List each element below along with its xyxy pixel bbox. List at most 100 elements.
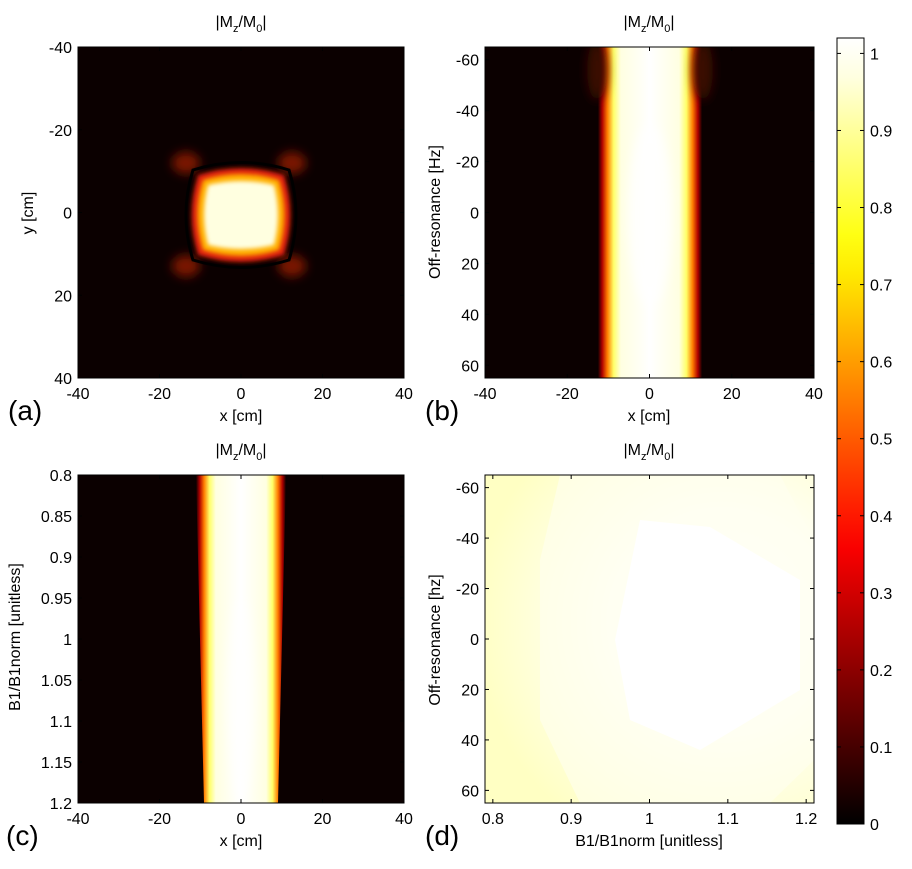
panel-d-title-text: |Mz/M0|	[623, 442, 674, 463]
title-part: z	[233, 451, 239, 463]
y-tick-label: 1.1	[50, 714, 72, 731]
title-part: z	[641, 23, 647, 35]
colorbar-tick-label: 0.3	[870, 586, 892, 603]
colorbar-tick-label: 0.5	[870, 432, 892, 449]
panel-b-ylabel: Off-resonance [Hz]	[427, 145, 444, 279]
panel-c-ylabel: B1/B1norm [unitless]	[7, 563, 24, 711]
glow-lobe-tr	[278, 152, 306, 174]
y-tick-label: 1.2	[50, 796, 72, 813]
x-tick-label: 0	[237, 386, 246, 403]
x-tick-label: 1	[645, 811, 654, 828]
panel-c-label: (c)	[6, 820, 39, 851]
colorbar-tick-label: 0.1	[870, 740, 892, 757]
panel-a-title-text: |Mz/M0|	[215, 14, 266, 35]
panel-b-top-glow-right	[693, 47, 713, 100]
x-tick-label: -40	[473, 386, 496, 403]
x-tick-label: 40	[395, 811, 413, 828]
colorbar-gradient	[837, 38, 864, 824]
colorbar-tick-label: 0.7	[870, 278, 892, 295]
title-part: /M	[646, 442, 664, 459]
colorbar: 0 0.1 0.2 0.3 0.4 0.5 0.6 0.7 0.8 0.9 1	[836, 37, 892, 834]
x-tick-label: 20	[723, 386, 741, 403]
x-tick-label: 0.9	[560, 811, 582, 828]
title-part: 0	[256, 451, 262, 463]
y-tick-label: -40	[49, 40, 72, 57]
title-part: z	[641, 451, 647, 463]
title-part: z	[233, 23, 239, 35]
title-part: 0	[256, 23, 262, 35]
panel-a-label: (a)	[8, 395, 42, 426]
title-part: /M	[646, 14, 664, 31]
y-tick-label: -60	[456, 481, 479, 498]
y-tick-label: 0	[63, 206, 72, 223]
panel-a-image	[172, 152, 306, 277]
y-tick-label: 0.9	[50, 550, 72, 567]
y-tick-label: 1	[63, 632, 72, 649]
title-part: /M	[238, 442, 256, 459]
x-tick-label: 20	[314, 811, 332, 828]
glow-lobe-br	[278, 255, 306, 277]
y-tick-label: -20	[456, 155, 479, 172]
title-part: |M	[215, 442, 232, 459]
x-tick-label: 0	[237, 811, 246, 828]
title-part: |M	[623, 14, 640, 31]
colorbar-frame	[836, 37, 865, 825]
panel-c-image	[196, 475, 286, 803]
panel-a-xlabel: x [cm]	[220, 408, 263, 425]
colorbar-tick-label: 0.9	[870, 123, 892, 140]
y-tick-label: 20	[54, 288, 72, 305]
title-part: |	[670, 14, 674, 31]
panel-b-xlabel: x [cm]	[628, 408, 671, 425]
x-tick-label: 0.8	[482, 811, 504, 828]
y-tick-label: 20	[461, 256, 479, 273]
x-tick-label: -20	[148, 811, 171, 828]
title-part: |M	[215, 14, 232, 31]
panel-b-highlight	[628, 125, 672, 305]
panel-b-title: |Mz/M0|	[623, 14, 674, 35]
panel-b-image	[587, 47, 713, 378]
y-tick-label: 40	[54, 371, 72, 388]
y-tick-label: 40	[461, 733, 479, 750]
colorbar-tick-label: 0	[870, 817, 879, 834]
y-tick-label: 0.85	[41, 509, 72, 526]
x-tick-label: 1.2	[795, 811, 817, 828]
panel-a-ylabel: y [cm]	[20, 192, 37, 235]
panel-d-image	[540, 475, 814, 803]
y-tick-label: -40	[456, 531, 479, 548]
title-part: |	[670, 442, 674, 459]
x-tick-label: 20	[314, 386, 332, 403]
panel-c-xlabel: x [cm]	[220, 833, 263, 850]
panel-c: |Mz/M0| -40 -20 0 20 400.80.850.90.9511.051.…	[6, 442, 413, 851]
y-tick-label: 40	[461, 307, 479, 324]
y-tick-label: 1.05	[41, 673, 72, 690]
y-tick-label: 0.95	[41, 591, 72, 608]
panel-a-dark-ring	[184, 161, 298, 269]
y-tick-label: 1.15	[41, 755, 72, 772]
colorbar-tick-label: 0.2	[870, 663, 892, 680]
panel-c-title-text: |Mz/M0|	[215, 442, 266, 463]
panel-d-contour-inner	[615, 520, 800, 750]
panel-a-title: |Mz/M0|	[215, 14, 266, 35]
title-part: 0	[664, 23, 670, 35]
colorbar-tick-label: 1	[870, 46, 879, 63]
panel-b-top-glow-left	[587, 47, 607, 100]
colorbar-tick-label: 0.6	[870, 355, 892, 372]
x-tick-label: -20	[148, 386, 171, 403]
panel-d-ylabel: Off-resonance [hz]	[427, 574, 444, 705]
panel-b-label: (b)	[425, 395, 459, 426]
x-tick-label: -40	[66, 386, 89, 403]
y-tick-label: -60	[456, 53, 479, 70]
y-tick-label: -20	[49, 123, 72, 140]
y-tick-label: 20	[461, 682, 479, 699]
title-part: |	[262, 14, 266, 31]
title-part: |	[262, 442, 266, 459]
x-tick-label: -20	[556, 386, 579, 403]
title-part: /M	[238, 14, 256, 31]
y-tick-label: -40	[456, 104, 479, 121]
panel-a-core	[204, 181, 278, 249]
y-tick-label: 0	[470, 632, 479, 649]
